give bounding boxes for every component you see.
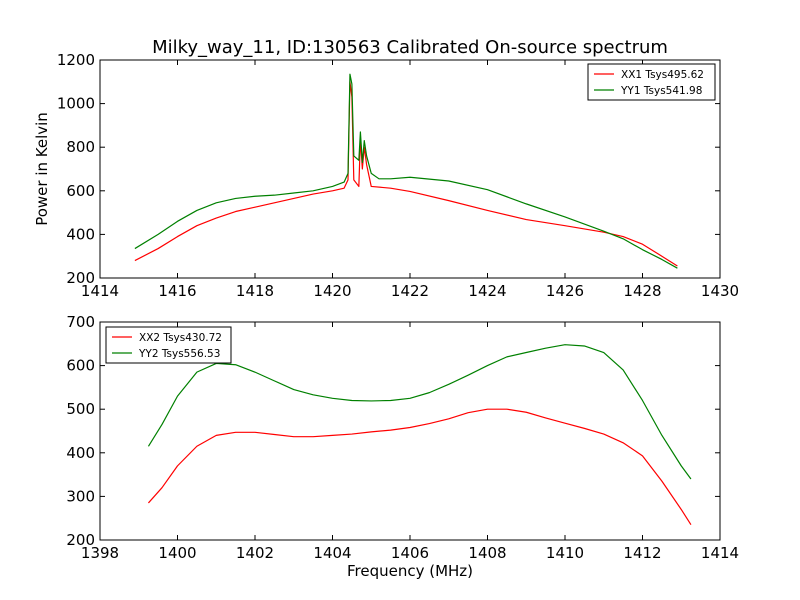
y-tick-label: 1000 bbox=[57, 95, 95, 113]
y-tick-label: 200 bbox=[66, 269, 95, 287]
x-tick-label: 1424 bbox=[468, 282, 506, 300]
y-tick-label: 800 bbox=[66, 138, 95, 156]
y-tick-label: 600 bbox=[66, 357, 95, 375]
x-tick-label: 1416 bbox=[158, 282, 196, 300]
top-plot-ticks: 1414 1416 1418 1420 1422 1424 1426 1428 1430 200 4… bbox=[57, 51, 739, 300]
y-tick-label: 300 bbox=[66, 487, 95, 505]
top-plot-frame bbox=[99, 59, 721, 279]
legend-label-xx1: XX1 Tsys495.62 bbox=[621, 69, 704, 81]
y-tick-label: 400 bbox=[66, 225, 95, 243]
series-line-xx1 bbox=[134, 81, 678, 267]
x-tick-label: 1414 bbox=[81, 282, 119, 300]
x-tick-label: 1410 bbox=[546, 544, 584, 562]
x-tick-label: 1408 bbox=[468, 544, 506, 562]
y-tick-label: 400 bbox=[66, 444, 95, 462]
x-tick-label: 1422 bbox=[391, 282, 429, 300]
x-tick-label: 1414 bbox=[701, 544, 739, 562]
x-tick-label: 1412 bbox=[623, 544, 661, 562]
top-plot-legend: XX1 Tsys495.62 YY1 Tsys541.98 bbox=[587, 63, 716, 101]
legend-label-yy2: YY2 Tsys556.53 bbox=[138, 348, 220, 360]
x-tick-label: 1420 bbox=[313, 282, 351, 300]
x-tick-label: 1400 bbox=[158, 544, 196, 562]
bottom-plot-ticks: 1398 1400 1402 1404 1406 1408 1410 1412 1414 200 3… bbox=[66, 313, 739, 562]
bottom-plot-legend: XX2 Tsys430.72 YY2 Tsys556.53 bbox=[105, 326, 232, 364]
x-axis-label: Frequency (MHz) bbox=[347, 562, 473, 580]
x-tick-label: 1402 bbox=[236, 544, 274, 562]
x-tick-label: 1398 bbox=[81, 544, 119, 562]
legend-label-xx2: XX2 Tsys430.72 bbox=[139, 332, 222, 344]
chart-title: Milky_way_11, ID:130563 Calibrated On-so… bbox=[152, 37, 668, 58]
legend-label-yy1: YY1 Tsys541.98 bbox=[620, 85, 702, 97]
y-tick-label: 200 bbox=[66, 531, 95, 549]
x-tick-label: 1426 bbox=[546, 282, 584, 300]
bottom-plot-series bbox=[147, 344, 692, 526]
y-tick-label: 700 bbox=[66, 313, 95, 331]
y-tick-label: 600 bbox=[66, 182, 95, 200]
series-line-yy2 bbox=[147, 344, 692, 480]
bottom-plot: Frequency (MHz) 1398 1400 1402 1404 1406 1408… bbox=[66, 313, 739, 580]
legend-box bbox=[105, 326, 232, 364]
bottom-plot-frame bbox=[99, 321, 721, 541]
y-tick-label: 500 bbox=[66, 400, 95, 418]
series-line-xx2 bbox=[147, 408, 692, 526]
x-tick-label: 1404 bbox=[313, 544, 351, 562]
x-tick-label: 1428 bbox=[623, 282, 661, 300]
legend-box bbox=[587, 63, 716, 101]
top-plot-series bbox=[134, 73, 678, 269]
x-tick-label: 1406 bbox=[391, 544, 429, 562]
y-axis-label: Power in Kelvin bbox=[33, 112, 51, 226]
top-plot: Milky_way_11, ID:130563 Calibrated On-so… bbox=[33, 37, 739, 300]
y-tick-label: 1200 bbox=[57, 51, 95, 69]
series-line-yy1 bbox=[134, 73, 678, 269]
x-tick-label: 1418 bbox=[236, 282, 274, 300]
x-tick-label: 1430 bbox=[701, 282, 739, 300]
